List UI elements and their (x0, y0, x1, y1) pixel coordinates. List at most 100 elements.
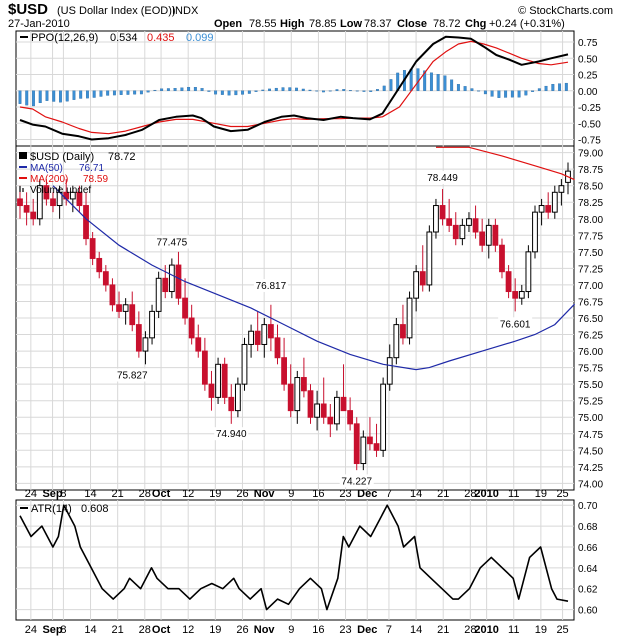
price-annotation: 76.817 (256, 281, 287, 292)
candle-up (155, 277, 162, 312)
price-y-tick-label: 77.50 (578, 248, 603, 259)
x-tick-label: 2010 (474, 624, 498, 636)
signal-legend-value: 0.435 (147, 32, 175, 44)
ppo-histogram-bar (119, 90, 123, 95)
x-tick-label: 21 (437, 624, 449, 636)
ppo-histogram-bar (38, 90, 42, 104)
price-annotation: 74.940 (216, 429, 247, 440)
ppo-legend: PPO(12,26,9) 0.534 0.435 0.099 (20, 32, 214, 44)
x-tick-label: 28 (139, 488, 151, 500)
volume-legend-icon (22, 188, 24, 192)
candle-down (50, 198, 56, 207)
price-y-tick-label: 76.50 (578, 314, 603, 325)
ppo-histogram-bar (268, 88, 272, 91)
candle-up (215, 363, 221, 398)
x-tick-label: 14 (410, 624, 422, 636)
ppo-histogram-bar (59, 90, 62, 103)
copyright-label: © StockCharts.com (518, 5, 613, 17)
price-y-tick-label: 74.25 (578, 463, 603, 474)
ppo-histogram-bar (524, 90, 528, 96)
candle-down (89, 238, 96, 259)
x-tick-label: 12 (182, 488, 194, 500)
candle-up (393, 324, 400, 359)
candle-up (406, 297, 413, 339)
candle-up (538, 205, 545, 213)
x-tick-label: 23 (339, 488, 351, 500)
candle-up (314, 403, 321, 418)
x-tick-label: 28 (464, 624, 476, 636)
atr-y-tick-label: 0.64 (578, 564, 598, 575)
ppo-histogram-bar (173, 88, 177, 91)
high-value: 78.85 (309, 18, 337, 30)
x-tick-label: 2010 (474, 488, 498, 500)
ppo-histogram-bar (443, 75, 447, 91)
ppo-legend-label: PPO(12,26,9) (31, 32, 98, 44)
price-annotation: 74.227 (341, 476, 372, 487)
price-y-tick-label: 77.75 (578, 231, 603, 242)
candle-down (340, 396, 347, 412)
ppo-histogram-bar (322, 90, 325, 93)
price-annotation: 78.449 (427, 173, 458, 184)
ppo-histogram-bar (349, 90, 352, 92)
ppo-y-tick-label: 0.00 (578, 87, 598, 98)
x-tick-label: 28 (139, 624, 151, 636)
price-legend-title: $USD (Daily) (30, 151, 94, 163)
ppo-histogram-bar (544, 85, 548, 91)
ppo-y-tick-label: -0.25 (578, 103, 601, 114)
ppo-histogram-bar (517, 90, 521, 98)
ppo-histogram-bar (227, 90, 231, 96)
x-tick-label: 7 (386, 488, 392, 500)
candle-legend-icon (19, 152, 27, 159)
atr-panel (15, 499, 575, 621)
candle-down (307, 390, 314, 418)
x-tick-label: Nov (254, 488, 276, 500)
ppo-histogram-bar (564, 82, 568, 91)
candle-up (294, 377, 301, 412)
ppo-histogram-bar (342, 89, 346, 91)
price-annotation-bg (115, 368, 150, 382)
atr-y-tick-label: 0.66 (578, 543, 598, 554)
price-annotation: 77.475 (157, 238, 188, 249)
ppo-legend-value: 0.534 (110, 32, 138, 44)
exchange-label: INDX (172, 5, 199, 17)
open-label: Open (214, 18, 242, 30)
candle-down (320, 403, 327, 418)
ppo-histogram-bar (376, 89, 379, 91)
symbol-title: $USD (8, 1, 48, 18)
ppo-histogram-bar (146, 90, 150, 93)
ppo-histogram-bar (18, 90, 22, 104)
candle-down (102, 271, 109, 286)
ppo-histogram-bar (362, 90, 366, 92)
ppo-histogram-bar (200, 88, 204, 91)
ppo-y-tick-label: -0.75 (578, 136, 601, 147)
atr-y-tick-label: 0.68 (578, 522, 598, 533)
candle-down (274, 337, 281, 359)
ppo-y-tick-label: 0.50 (578, 54, 598, 65)
price-y-tick-label: 78.50 (578, 182, 603, 193)
price-y-tick-label: 78.25 (578, 198, 603, 209)
price-annotation-bg (214, 427, 249, 441)
ppo-histogram-bar (220, 90, 224, 95)
x-tick-label: 14 (84, 624, 96, 636)
price-legend: $USD (Daily) 78.72 MA(50) 76.71 MA(200) … (19, 151, 136, 196)
close-label: Close (397, 18, 427, 30)
candle-up (122, 304, 129, 312)
atr-line (19, 504, 569, 611)
price-y-tick-label: 77.00 (578, 281, 603, 292)
ppo-histogram-bar (456, 84, 460, 91)
candle-up (168, 264, 175, 293)
candle-up (426, 231, 433, 286)
ma200-legend-label: MA(200) (30, 174, 68, 185)
atr-plot (19, 504, 569, 611)
ppo-histogram-bar (187, 87, 191, 91)
candle-down (327, 416, 334, 425)
ppo-panel (15, 30, 575, 147)
ppo-histogram-bar (308, 89, 312, 91)
x-tick-label: 19 (535, 624, 547, 636)
atr-y-tick-label: 0.60 (578, 606, 598, 617)
candle-down (188, 317, 195, 339)
ppo-histogram-bar (45, 90, 49, 101)
x-tick-label: 11 (508, 624, 519, 636)
candle-down (30, 211, 37, 220)
candle-up (433, 205, 439, 233)
